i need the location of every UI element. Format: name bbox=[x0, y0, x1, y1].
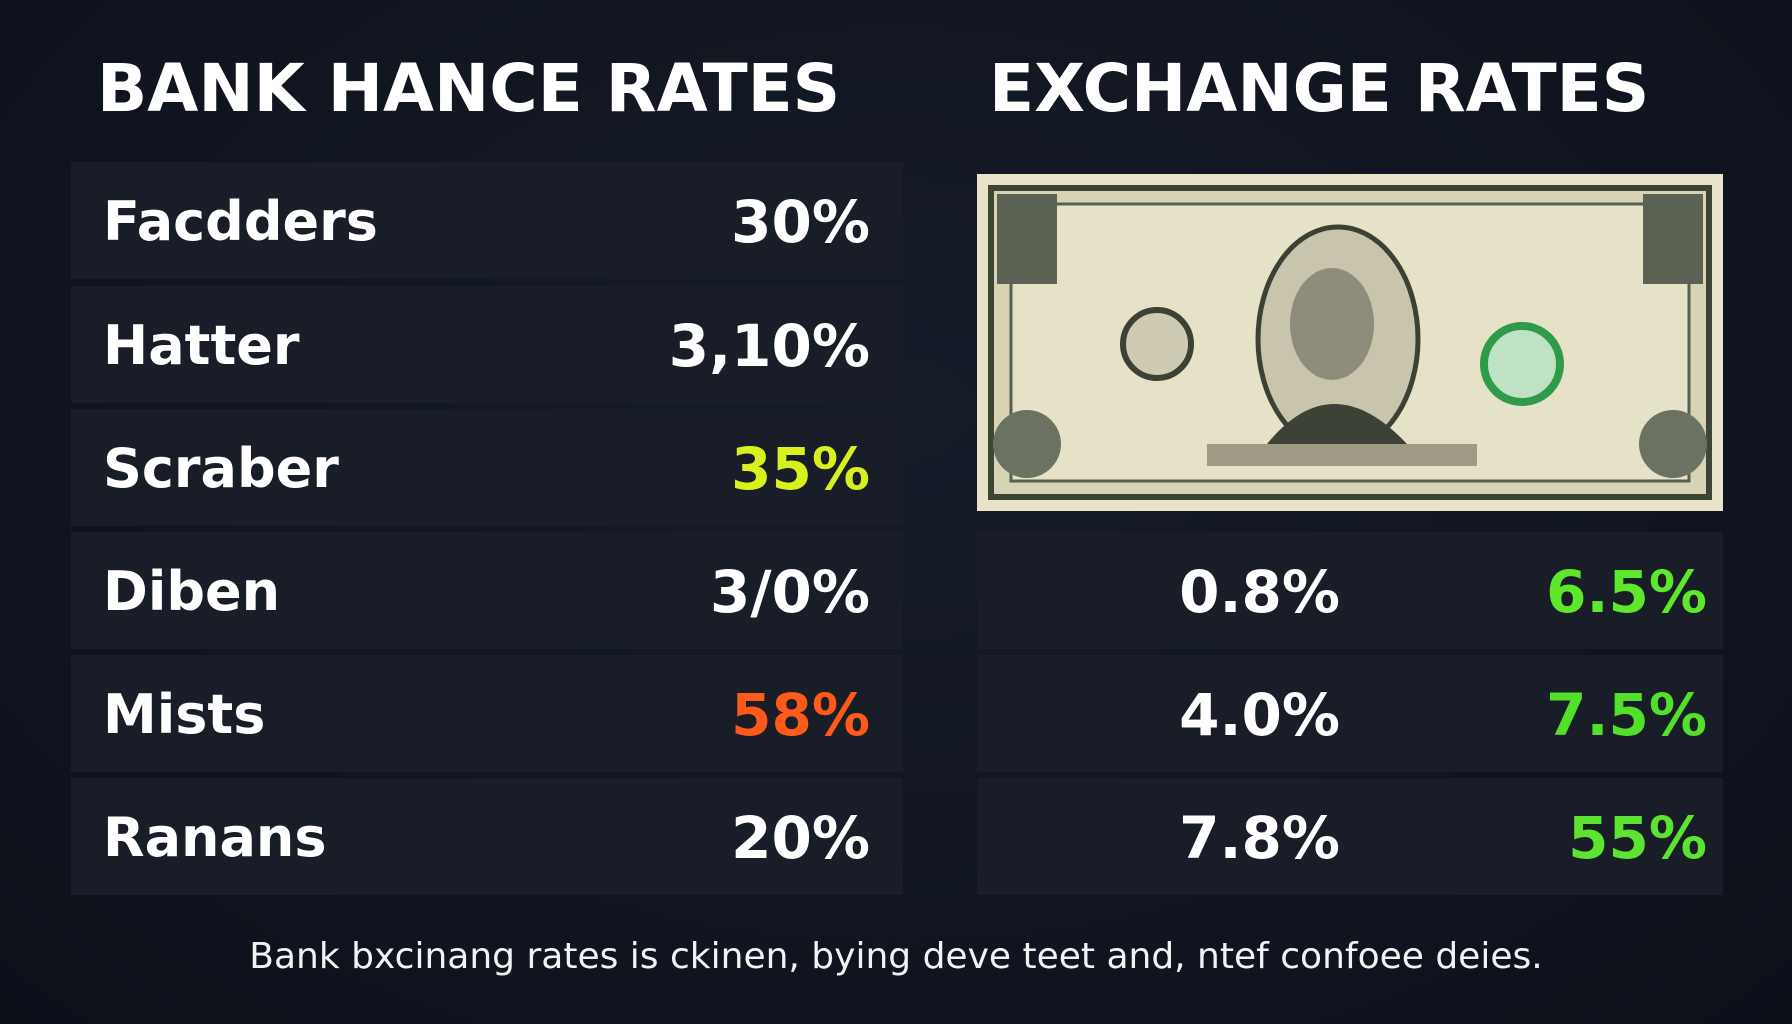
rate-row: Diben 3/0% bbox=[71, 532, 903, 649]
rate-label: Scraber bbox=[103, 437, 339, 500]
rate-row: Ranans 20% bbox=[71, 778, 903, 895]
rate-value: 30% bbox=[731, 188, 870, 256]
exchange-value: 7.5% bbox=[1546, 681, 1707, 749]
left-title: BANK HANCE RATES bbox=[97, 50, 841, 127]
exchange-row: 7.8% 55% bbox=[977, 778, 1723, 895]
rate-value: 58% bbox=[731, 681, 870, 749]
rate-row: Mists 58% bbox=[71, 655, 903, 772]
rate-label: Ranans bbox=[103, 806, 327, 869]
rate-label: Facdders bbox=[103, 190, 378, 253]
exchange-row: 0.8% 6.5% bbox=[977, 532, 1723, 649]
rate-value: 3,10% bbox=[668, 312, 870, 380]
right-title: EXCHANGE RATES bbox=[989, 50, 1650, 127]
dollar-bill bbox=[977, 174, 1723, 511]
rate-value: 20% bbox=[731, 804, 870, 872]
rate-label: Mists bbox=[103, 683, 266, 746]
rate-value: 3/0% bbox=[709, 558, 870, 626]
rate-label: Hatter bbox=[103, 314, 300, 377]
exchange-value: 0.8% bbox=[1179, 558, 1340, 626]
exchange-value: 7.8% bbox=[1179, 804, 1340, 872]
rate-label: Diben bbox=[103, 560, 281, 623]
rate-row: Scraber 35% bbox=[71, 409, 903, 526]
rate-value: 35% bbox=[731, 435, 870, 503]
exchange-value: 55% bbox=[1568, 804, 1707, 872]
exchange-value: 6.5% bbox=[1546, 558, 1707, 626]
rate-row: Facdders 30% bbox=[71, 162, 903, 279]
rate-row: Hatter 3,10% bbox=[71, 286, 903, 403]
footer-text: Bank bxcinang rates is ckinen, bying dev… bbox=[249, 936, 1543, 977]
exchange-row: 4.0% 7.5% bbox=[977, 655, 1723, 772]
exchange-value: 4.0% bbox=[1179, 681, 1340, 749]
